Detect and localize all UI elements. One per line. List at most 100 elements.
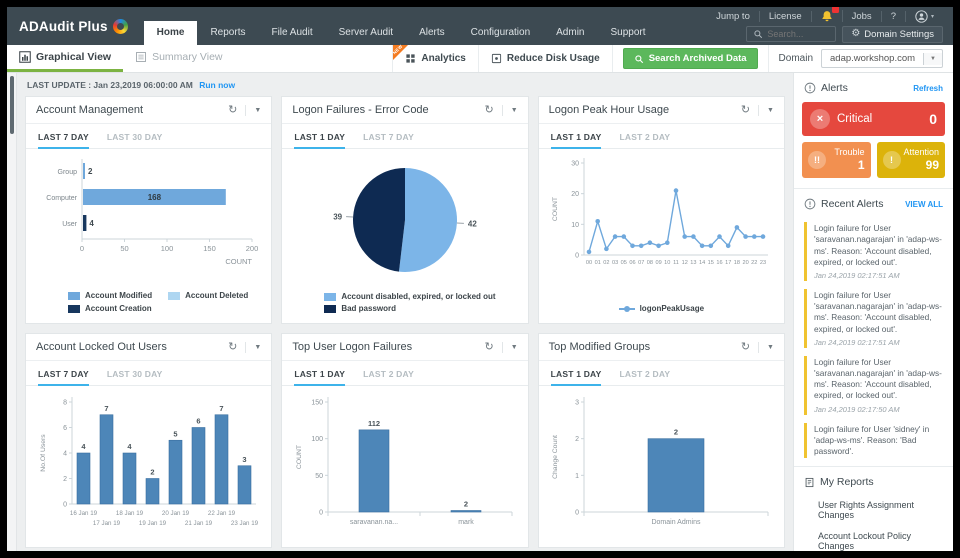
alert-item[interactable]: Login failure for User 'sidney' in 'adap… — [804, 422, 943, 459]
panel-account-locked-out-users: Account Locked Out Users ↻ ▼ LAST 7 DAY LAST… — [25, 333, 273, 548]
legend-swatch — [168, 291, 181, 300]
user-icon — [915, 9, 928, 23]
panel-tab-last-7-day[interactable]: LAST 7 DAY — [363, 132, 414, 142]
svg-text:8: 8 — [63, 400, 67, 407]
search-archived-wrap: Search Archived Data — [611, 45, 768, 72]
svg-text:18: 18 — [734, 260, 740, 266]
nav-tab-support[interactable]: Support — [610, 27, 646, 38]
svg-text:50: 50 — [120, 244, 128, 253]
nav-tab-admin[interactable]: Admin — [556, 27, 585, 38]
chart-pie-chart: 42 39 — [282, 149, 527, 292]
app-logo-text: ADAudit Plus — [19, 18, 108, 34]
panel-tab-last-7-day[interactable]: LAST 7 DAY — [38, 369, 89, 386]
panel-menu-caret-icon[interactable]: ▼ — [767, 343, 774, 351]
nav-tab-server-audit[interactable]: Server Audit — [338, 27, 394, 38]
tab-graphical-view[interactable]: Graphical View — [7, 45, 124, 72]
license-link[interactable]: License — [760, 10, 812, 22]
svg-text:User: User — [62, 221, 77, 228]
panel-tab-last-1-day[interactable]: LAST 1 DAY — [294, 369, 346, 386]
panel-menu-caret-icon[interactable]: ▼ — [767, 106, 774, 114]
svg-text:03: 03 — [612, 260, 618, 266]
legend-label: Account disabled, expired, or locked out — [341, 292, 496, 301]
svg-text:168: 168 — [147, 193, 161, 202]
alert-item[interactable]: Login failure for User 'saravanan.nagara… — [804, 222, 943, 281]
help-link[interactable]: ? — [882, 10, 906, 22]
panel-menu-caret-icon[interactable]: ▼ — [254, 343, 262, 351]
nav-tab-configuration[interactable]: Configuration — [470, 27, 531, 38]
refresh-icon[interactable]: ↻ — [741, 104, 760, 116]
panel-tab-last-2-day[interactable]: LAST 2 DAY — [363, 369, 414, 379]
nav-tab-alerts[interactable]: Alerts — [419, 27, 445, 38]
panel-menu-caret-icon[interactable]: ▼ — [254, 106, 262, 114]
svg-text:16: 16 — [717, 260, 723, 266]
refresh-icon[interactable]: ↻ — [485, 341, 503, 353]
panel-tab-last-1-day[interactable]: LAST 1 DAY — [294, 132, 346, 149]
refresh-icon[interactable]: ↻ — [228, 104, 247, 116]
global-search[interactable] — [746, 26, 837, 42]
trouble-alerts-card[interactable]: !! Trouble 1 — [802, 142, 871, 179]
alert-timestamp: Jan 24,2019 02:17:51 AM — [814, 337, 900, 347]
panel-tab-last-7-day[interactable]: LAST 7 DAY — [38, 132, 89, 149]
notifications-bell[interactable] — [812, 7, 843, 22]
svg-text:22 Jan 19: 22 Jan 19 — [208, 510, 236, 517]
svg-text:06: 06 — [630, 260, 636, 266]
svg-text:mark: mark — [458, 519, 474, 526]
panel-tab-last-1-day[interactable]: LAST 1 DAY — [550, 369, 602, 386]
domain-select[interactable]: adap.workshop.com ▼ — [821, 49, 943, 68]
alert-timestamp: Jan 24,2019 02:17:50 AM — [814, 404, 900, 414]
refresh-icon[interactable]: ↻ — [741, 341, 760, 353]
panel-actions: ↻ ▼ — [741, 104, 774, 116]
analytics-icon — [406, 54, 416, 63]
tab-summary-view[interactable]: Summary View — [123, 45, 234, 72]
reduce-disk-usage-button[interactable]: Reduce Disk Usage — [477, 45, 612, 72]
attention-count: 99 — [925, 158, 939, 173]
refresh-icon[interactable]: ↻ — [485, 104, 503, 116]
attention-alerts-card[interactable]: ! Attention 99 — [876, 142, 945, 179]
recent-alerts-header: Recent Alerts VIEW ALL — [794, 189, 953, 216]
nav-tab-home[interactable]: Home — [143, 21, 198, 45]
svg-text:2: 2 — [63, 476, 67, 483]
refresh-icon[interactable]: ↻ — [228, 341, 247, 353]
user-menu[interactable]: ▾ — [906, 9, 943, 23]
alerts-refresh-link[interactable]: Refresh — [913, 83, 943, 93]
summary-view-icon — [136, 52, 147, 62]
svg-text:22: 22 — [751, 260, 757, 266]
panel-tab-last-30-day[interactable]: LAST 30 DAY — [106, 132, 163, 142]
panel-menu-caret-icon[interactable]: ▼ — [510, 343, 518, 351]
alert-item[interactable]: Login failure for User 'saravanan.nagara… — [804, 355, 943, 415]
alert-item[interactable]: Login failure for User 'saravanan.nagara… — [804, 289, 943, 348]
panel-menu-caret-icon[interactable]: ▼ — [510, 106, 518, 114]
nav-tab-file-audit[interactable]: File Audit — [271, 27, 313, 38]
svg-text:200: 200 — [245, 244, 258, 253]
graphical-view-label: Graphical View — [36, 51, 112, 63]
alert-text: Login failure for User 'saravanan.nagara… — [814, 223, 942, 267]
left-scrollbar[interactable] — [7, 73, 17, 551]
analytics-button[interactable]: NEW Analytics — [392, 44, 477, 72]
svg-text:20: 20 — [743, 260, 749, 266]
right-sidebar: Alerts Refresh × Critical 0 !! Trouble — [793, 73, 953, 551]
nav-tab-reports[interactable]: Reports — [210, 27, 246, 38]
run-now-link[interactable]: Run now — [199, 80, 236, 90]
panel-tab-last-1-day[interactable]: LAST 1 DAY — [550, 132, 602, 149]
svg-text:0: 0 — [575, 510, 579, 517]
critical-alerts-card[interactable]: × Critical 0 — [802, 102, 945, 136]
svg-text:100: 100 — [160, 244, 173, 253]
logo-swirl-icon — [112, 18, 128, 34]
report-link-user-rights-assignment-changes-0[interactable]: User Rights Assignment Changes — [818, 499, 915, 520]
panel-tab-last-2-day[interactable]: LAST 2 DAY — [619, 369, 671, 379]
jobs-link[interactable]: Jobs — [843, 10, 882, 22]
scrollbar-thumb[interactable] — [10, 76, 14, 134]
svg-text:18 Jan 19: 18 Jan 19 — [116, 510, 144, 517]
alerts-section: Alerts Refresh × Critical 0 !! Trouble — [794, 73, 953, 190]
svg-text:30: 30 — [572, 161, 580, 168]
jump-to-link[interactable]: Jump to — [707, 10, 760, 22]
svg-text:6: 6 — [196, 417, 200, 426]
report-link-account-lockout-policy-changes-1[interactable]: Account Lockout Policy Changes — [818, 530, 912, 551]
global-search-input[interactable] — [767, 29, 830, 39]
view-all-link[interactable]: VIEW ALL — [905, 199, 943, 209]
panel-tab-last-2-day[interactable]: LAST 2 DAY — [619, 132, 671, 142]
search-archived-data-button[interactable]: Search Archived Data — [622, 48, 758, 69]
svg-text:0: 0 — [319, 510, 323, 517]
panel-tab-last-30-day[interactable]: LAST 30 DAY — [106, 369, 163, 379]
domain-settings-button[interactable]: ⚙ Domain Settings — [842, 25, 943, 43]
